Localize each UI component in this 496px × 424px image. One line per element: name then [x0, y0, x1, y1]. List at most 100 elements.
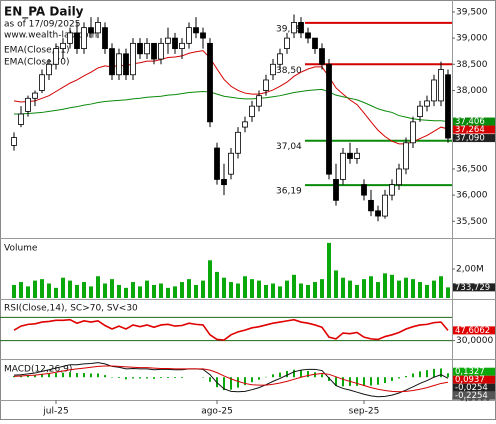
volume-bar — [110, 279, 114, 298]
histogram-bar — [391, 377, 393, 381]
candle-body — [222, 179, 227, 184]
volume-bar — [40, 279, 44, 298]
candle-body — [145, 43, 150, 53]
volume-bar — [341, 278, 345, 298]
volume-bar — [320, 279, 324, 298]
candle-body — [173, 38, 178, 48]
volume-bar — [166, 288, 170, 298]
volume-bar — [12, 285, 16, 298]
volume-bar — [82, 282, 86, 298]
histogram-bar — [118, 377, 120, 378]
volume-bar — [208, 260, 212, 298]
legend-label: EMA(Close,21) — [4, 46, 69, 56]
candle-body — [306, 33, 311, 38]
histogram-bar — [398, 377, 400, 378]
volume-bar — [215, 272, 219, 298]
volume-bar — [124, 288, 128, 298]
candle-body — [383, 195, 388, 216]
histogram-bar — [384, 377, 386, 383]
candle-body — [152, 43, 157, 59]
volume-bar — [264, 285, 268, 298]
volume-bar — [75, 285, 79, 298]
candle-body — [201, 33, 206, 38]
candle-body — [110, 49, 115, 75]
volume-bar — [229, 282, 233, 298]
candle-body — [313, 38, 318, 48]
candle-body — [320, 49, 325, 65]
candle-body — [446, 75, 451, 138]
candle-body — [292, 22, 297, 32]
candle-body — [96, 22, 101, 32]
volume-bar — [236, 284, 240, 299]
candle-body — [26, 98, 31, 111]
value-label: -0,2254 — [455, 391, 488, 401]
candle-body — [376, 211, 381, 216]
volume-bar — [138, 286, 142, 298]
candle-body — [124, 54, 129, 75]
histogram-bar — [167, 377, 169, 378]
y-tick-label: 38,000 — [456, 86, 488, 96]
candle-body — [327, 64, 332, 174]
candle-body — [61, 43, 66, 48]
y-tick-label: 2,00M — [456, 265, 484, 275]
histogram-bar — [90, 373, 92, 377]
y-tick-label: 38,500 — [456, 60, 488, 70]
histogram-bar — [181, 377, 183, 378]
volume-bar — [222, 278, 226, 298]
candle-body — [12, 138, 17, 146]
histogram-bar — [279, 373, 281, 378]
candle-body — [341, 153, 346, 179]
candle-body — [271, 64, 276, 74]
histogram-bar — [405, 376, 407, 377]
candle-body — [425, 101, 430, 106]
value-label: 733,729 — [455, 283, 490, 293]
level-label: 37,04 — [276, 142, 302, 152]
candle-body — [138, 43, 143, 53]
volume-bar — [159, 284, 163, 299]
candle-body — [215, 148, 220, 179]
panel-title: Volume — [4, 244, 38, 254]
volume-bar — [201, 281, 205, 298]
volume-bar — [397, 281, 401, 298]
histogram-bar — [174, 377, 176, 378]
candle-body — [33, 93, 38, 98]
volume-bar — [26, 286, 30, 298]
candle-body — [439, 70, 444, 101]
histogram-bar — [377, 377, 379, 384]
histogram-bar — [132, 377, 134, 378]
histogram-bar — [146, 377, 148, 378]
y-tick-label: 39,000 — [456, 34, 488, 44]
candle-body — [187, 28, 192, 44]
histogram-bar — [286, 371, 288, 377]
candle-body — [208, 43, 213, 122]
volume-bar — [299, 284, 303, 299]
volume-bar — [187, 279, 191, 298]
volume-bar — [131, 282, 135, 298]
volume-bar — [243, 276, 247, 298]
candle-body — [131, 43, 136, 74]
volume-bar — [425, 285, 429, 298]
histogram-bar — [55, 373, 57, 377]
histogram-bar — [76, 373, 78, 377]
histogram-bar — [272, 374, 274, 377]
candle-body — [103, 28, 108, 49]
candle-body — [418, 106, 423, 116]
histogram-bar — [293, 370, 295, 377]
volume-bar — [439, 276, 443, 298]
histogram-bar — [300, 370, 302, 377]
candle-body — [411, 122, 416, 143]
volume-bar — [285, 281, 289, 298]
volume-bar — [117, 285, 121, 298]
histogram-bar — [370, 377, 372, 385]
volume-bar — [194, 285, 198, 298]
histogram-bar — [237, 377, 239, 387]
volume-bar — [334, 270, 338, 298]
chart-title: EN_PA Daily — [4, 5, 84, 20]
candle-body — [250, 106, 255, 116]
volume-bar — [278, 286, 282, 298]
histogram-bar — [139, 377, 141, 378]
histogram-bar — [433, 369, 435, 377]
volume-bar — [180, 282, 184, 298]
candle-body — [19, 114, 24, 124]
volume-bar — [61, 278, 65, 298]
